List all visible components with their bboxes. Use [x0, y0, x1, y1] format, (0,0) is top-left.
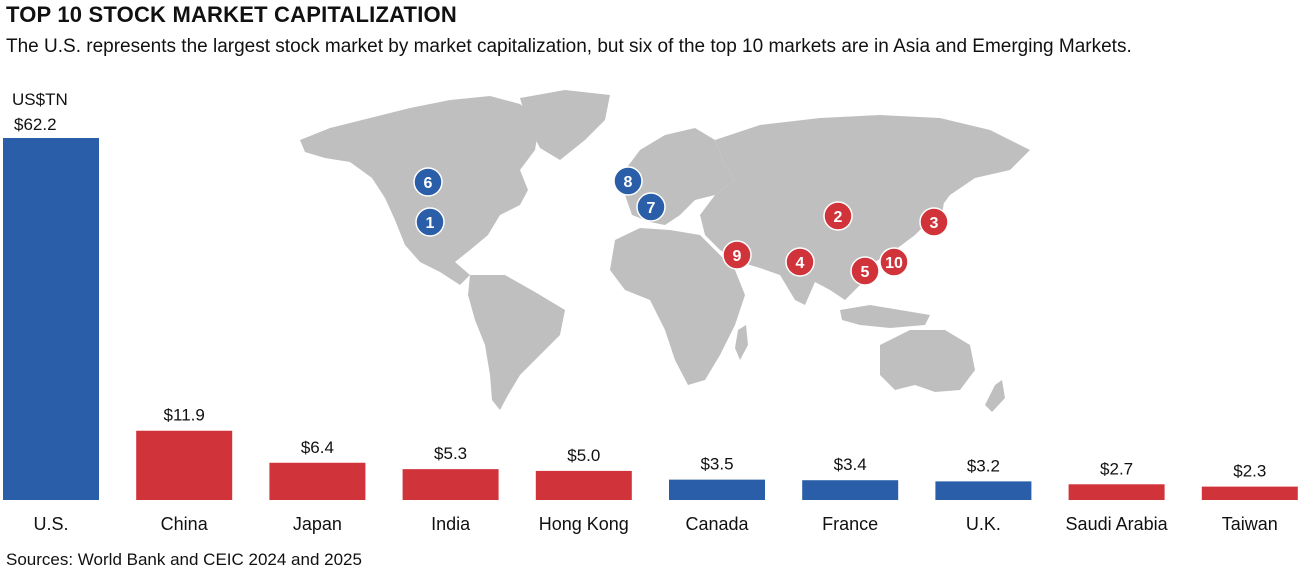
world-map — [300, 90, 1030, 412]
map-australia — [880, 330, 975, 392]
category-labels: U.S. China Japan India Hong Kong Canada France… — [33, 514, 1277, 534]
chart-title: TOP 10 STOCK MARKET CAPITALIZATION — [6, 2, 457, 27]
marker-number: 3 — [930, 215, 939, 232]
marker-circle — [879, 247, 909, 277]
bars — [3, 138, 1298, 500]
map-madagascar — [735, 325, 748, 360]
category-label: France — [822, 514, 878, 534]
bar-france — [802, 480, 899, 500]
category-label: India — [431, 514, 471, 534]
map-asia — [700, 115, 1030, 305]
map-marker-3: 3 — [919, 207, 949, 237]
category-label: Hong Kong — [539, 514, 629, 534]
map-marker-4: 4 — [785, 247, 815, 277]
map-southeast-asia-islands — [840, 305, 930, 328]
marker-circle — [823, 201, 853, 231]
marker-number: 1 — [426, 215, 435, 232]
marker-circle — [413, 167, 443, 197]
bar-saudi-arabia — [1068, 484, 1165, 500]
marker-number: 7 — [647, 200, 656, 217]
map-new-zealand — [985, 380, 1005, 412]
map-marker-5: 5 — [850, 256, 880, 286]
marker-circle — [636, 192, 666, 222]
marker-circle — [785, 247, 815, 277]
source-note: Sources: World Bank and CEIC 2024 and 20… — [6, 550, 362, 569]
value-labels: $62.2 $11.9 $6.4 $5.3 $5.0 $3.5 $3.4 $3.2 $2.7 $2… — [14, 115, 1266, 481]
value-label: $6.4 — [301, 438, 334, 457]
map-south-america — [468, 275, 565, 410]
map-marker-8: 8 — [613, 166, 643, 196]
value-label: $3.2 — [967, 456, 1000, 475]
marker-circle — [722, 240, 752, 270]
marker-circle — [919, 207, 949, 237]
marker-number: 10 — [885, 255, 903, 272]
value-unit-label: US$TN — [12, 90, 68, 110]
bar-japan — [269, 462, 366, 500]
bar-taiwan — [1201, 486, 1298, 500]
marker-number: 6 — [424, 175, 433, 192]
bar-hong-kong — [535, 470, 632, 500]
value-label: $5.3 — [434, 444, 467, 463]
map-marker-2: 2 — [823, 201, 853, 231]
marker-number: 4 — [796, 255, 805, 272]
bar-india — [402, 469, 499, 500]
bar-u-k- — [935, 481, 1032, 500]
value-label: $62.2 — [14, 115, 57, 134]
map-marker-7: 7 — [636, 192, 666, 222]
value-label: $2.7 — [1100, 459, 1133, 478]
bar-china — [136, 430, 233, 500]
category-label: U.S. — [33, 514, 68, 534]
map-marker-1: 1 — [415, 207, 445, 237]
marker-number: 5 — [861, 264, 870, 281]
category-label: Canada — [685, 514, 749, 534]
category-label: Saudi Arabia — [1066, 514, 1169, 534]
map-africa — [610, 228, 745, 385]
value-label: $3.5 — [700, 455, 733, 474]
map-marker-6: 6 — [413, 167, 443, 197]
category-label: Japan — [293, 514, 342, 534]
map-greenland — [520, 90, 610, 160]
marker-number: 8 — [624, 174, 633, 191]
bar-u-s- — [3, 138, 99, 500]
category-label: Taiwan — [1222, 514, 1278, 534]
category-label: China — [161, 514, 209, 534]
unit-label: US$TN — [12, 90, 68, 109]
chart-subtitle: The U.S. represents the largest stock ma… — [6, 36, 1132, 57]
marker-circle — [415, 207, 445, 237]
marker-number: 2 — [834, 209, 843, 226]
map-marker-10: 10 — [879, 247, 909, 277]
value-label: $11.9 — [164, 406, 205, 425]
value-label: $3.4 — [834, 455, 867, 474]
value-label: $2.3 — [1233, 462, 1266, 481]
marker-number: 9 — [733, 248, 742, 265]
map-marker-9: 9 — [722, 240, 752, 270]
marker-circle — [850, 256, 880, 286]
value-label: $5.0 — [567, 446, 600, 465]
bar-canada — [669, 479, 765, 500]
map-markers: 1 2 3 4 5 6 78 9 10 — [413, 166, 949, 286]
marker-circle — [613, 166, 643, 196]
category-label: U.K. — [966, 514, 1001, 534]
